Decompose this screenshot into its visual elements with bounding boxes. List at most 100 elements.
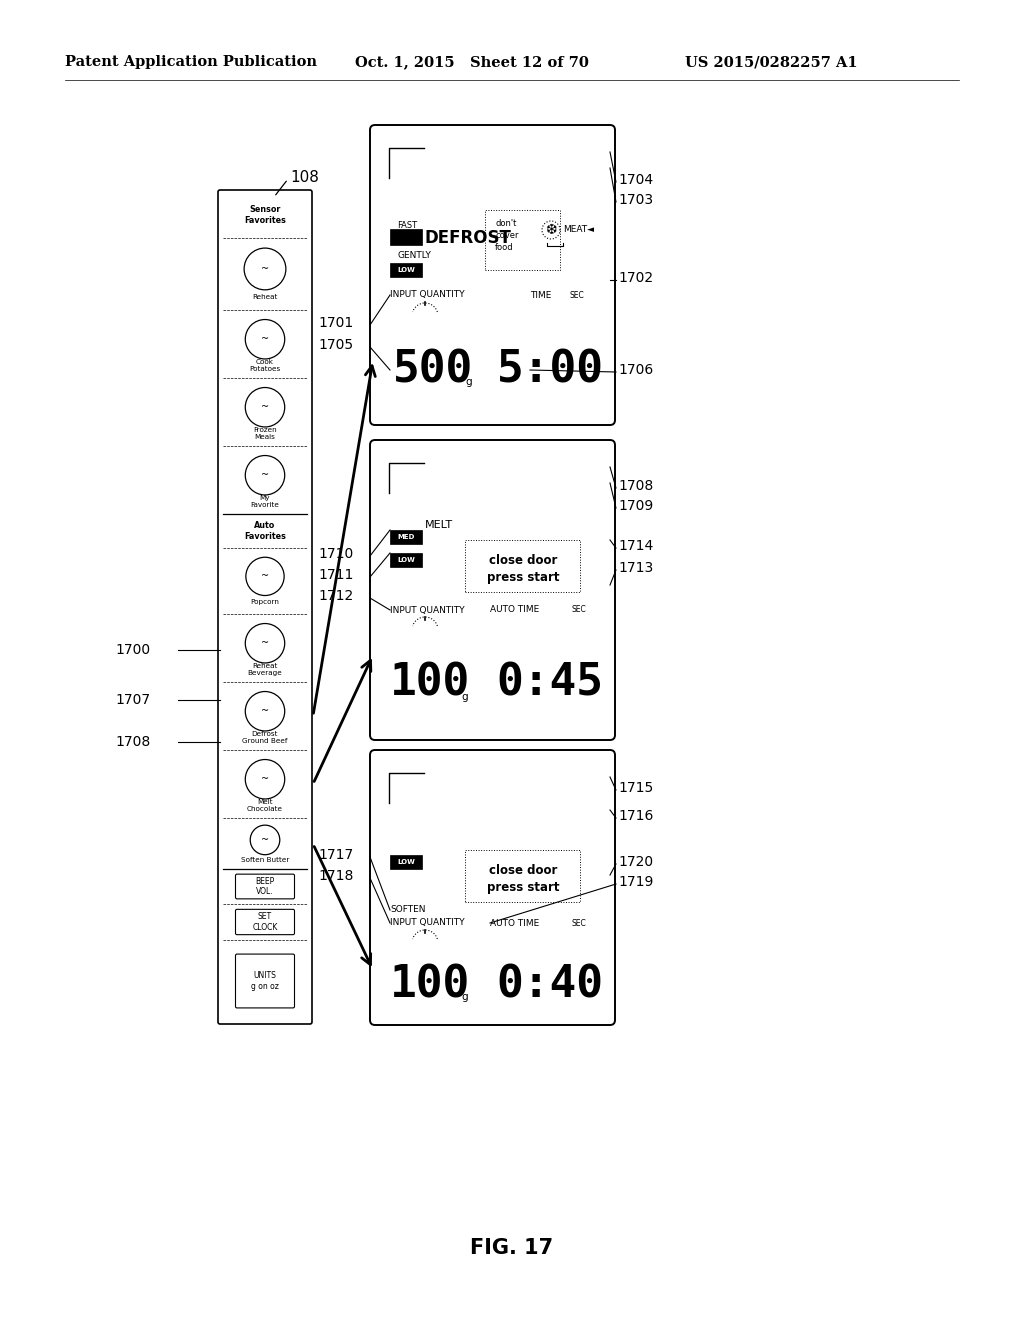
FancyBboxPatch shape (370, 440, 615, 741)
Text: 0:45: 0:45 (497, 661, 603, 705)
Text: 1707: 1707 (115, 693, 151, 708)
Text: MEAT◄: MEAT◄ (563, 226, 594, 235)
Text: LOW: LOW (397, 859, 415, 865)
FancyBboxPatch shape (236, 909, 295, 935)
FancyBboxPatch shape (218, 190, 312, 1024)
Text: press start: press start (486, 570, 559, 583)
Text: 1710: 1710 (318, 546, 353, 561)
Text: Reheat
Beverage: Reheat Beverage (248, 663, 283, 676)
Text: 1719: 1719 (618, 875, 653, 888)
Text: BEEP
VOL.: BEEP VOL. (255, 876, 274, 896)
Circle shape (246, 388, 285, 426)
Text: ~: ~ (261, 403, 269, 412)
Text: 0:40: 0:40 (497, 964, 603, 1006)
Text: 1705: 1705 (318, 338, 353, 352)
Bar (485, 210, 560, 271)
Text: Sensor
Favorites: Sensor Favorites (244, 206, 286, 224)
Text: DEFROST: DEFROST (425, 228, 512, 247)
Text: LOW: LOW (397, 557, 415, 564)
Text: SOFTEN: SOFTEN (390, 906, 426, 915)
Circle shape (250, 825, 280, 855)
Text: INPUT QUANTITY: INPUT QUANTITY (390, 919, 465, 928)
Bar (390, 855, 422, 869)
Text: don't: don't (495, 219, 516, 228)
Bar (390, 531, 422, 544)
Text: 1708: 1708 (618, 479, 653, 492)
Text: 1706: 1706 (618, 363, 653, 378)
Text: 500: 500 (393, 348, 473, 392)
Circle shape (246, 623, 285, 663)
Text: ~: ~ (261, 334, 269, 345)
Circle shape (246, 759, 285, 799)
Text: UNITS
g on oz: UNITS g on oz (250, 972, 280, 991)
Text: ~: ~ (261, 470, 269, 480)
Text: Auto
Favorites: Auto Favorites (244, 521, 286, 541)
Circle shape (246, 692, 285, 731)
Text: 100: 100 (390, 964, 470, 1006)
Text: ~: ~ (261, 639, 269, 648)
Text: 1702: 1702 (618, 271, 653, 285)
Circle shape (246, 557, 284, 595)
Text: ~: ~ (261, 706, 269, 717)
Text: Defrost
Ground Beef: Defrost Ground Beef (243, 731, 288, 744)
Text: Soften Butter: Soften Butter (241, 857, 289, 863)
Text: ~: ~ (261, 836, 269, 845)
Text: 1714: 1714 (618, 539, 653, 553)
Text: SEC: SEC (570, 290, 585, 300)
FancyBboxPatch shape (370, 125, 615, 425)
Text: FAST: FAST (397, 220, 417, 230)
Text: 1716: 1716 (618, 809, 653, 822)
Text: 108: 108 (290, 169, 318, 185)
Text: 1701: 1701 (318, 315, 353, 330)
Bar (465, 540, 580, 591)
Text: MELT: MELT (425, 520, 454, 531)
Text: My
Favorite: My Favorite (251, 495, 280, 508)
Text: 1711: 1711 (318, 568, 353, 582)
Text: ~: ~ (261, 572, 269, 581)
Bar (465, 850, 580, 902)
Bar (390, 228, 422, 246)
Text: SET
CLOCK: SET CLOCK (252, 912, 278, 932)
Text: 1708: 1708 (115, 735, 151, 748)
Text: 100: 100 (390, 661, 470, 705)
Text: 1715: 1715 (618, 781, 653, 795)
Text: 1712: 1712 (318, 589, 353, 603)
FancyBboxPatch shape (370, 750, 615, 1026)
Text: 1713: 1713 (618, 561, 653, 576)
Text: food: food (495, 243, 514, 252)
Text: 1709: 1709 (618, 499, 653, 513)
Text: SEC: SEC (572, 919, 587, 928)
Text: SEC: SEC (572, 606, 587, 615)
Text: ~: ~ (261, 775, 269, 784)
Text: close door: close door (488, 554, 557, 568)
Text: close door: close door (488, 865, 557, 878)
Text: ~: ~ (261, 264, 269, 275)
Text: 1718: 1718 (318, 869, 353, 883)
Text: Popcorn: Popcorn (251, 599, 280, 605)
Text: LOW: LOW (397, 267, 415, 273)
Text: TIME: TIME (530, 290, 551, 300)
Text: press start: press start (486, 880, 559, 894)
Text: MED: MED (397, 535, 415, 540)
Text: 1717: 1717 (318, 847, 353, 862)
Text: SET
CLOCK: SET CLOCK (252, 912, 279, 932)
Text: g: g (461, 993, 468, 1002)
Text: AUTO TIME: AUTO TIME (490, 606, 540, 615)
Text: 1704: 1704 (618, 173, 653, 187)
Bar (390, 263, 422, 277)
Text: UNITS
g on oz: UNITS g on oz (251, 972, 279, 991)
Text: g: g (465, 378, 472, 387)
Text: Patent Application Publication: Patent Application Publication (65, 55, 317, 69)
Text: g: g (461, 692, 468, 702)
FancyBboxPatch shape (236, 954, 295, 1008)
Text: ❆: ❆ (545, 223, 557, 238)
Text: Cook
Potatoes: Cook Potatoes (250, 359, 281, 372)
Text: US 2015/0282257 A1: US 2015/0282257 A1 (685, 55, 858, 69)
Text: cover: cover (495, 231, 518, 240)
Text: 1700: 1700 (115, 643, 151, 657)
Text: BEEP
VOL.: BEEP VOL. (255, 876, 275, 896)
Text: Oct. 1, 2015   Sheet 12 of 70: Oct. 1, 2015 Sheet 12 of 70 (355, 55, 589, 69)
Text: AUTO TIME: AUTO TIME (490, 919, 540, 928)
Text: Frozen
Meals: Frozen Meals (253, 428, 276, 441)
FancyBboxPatch shape (236, 874, 295, 899)
